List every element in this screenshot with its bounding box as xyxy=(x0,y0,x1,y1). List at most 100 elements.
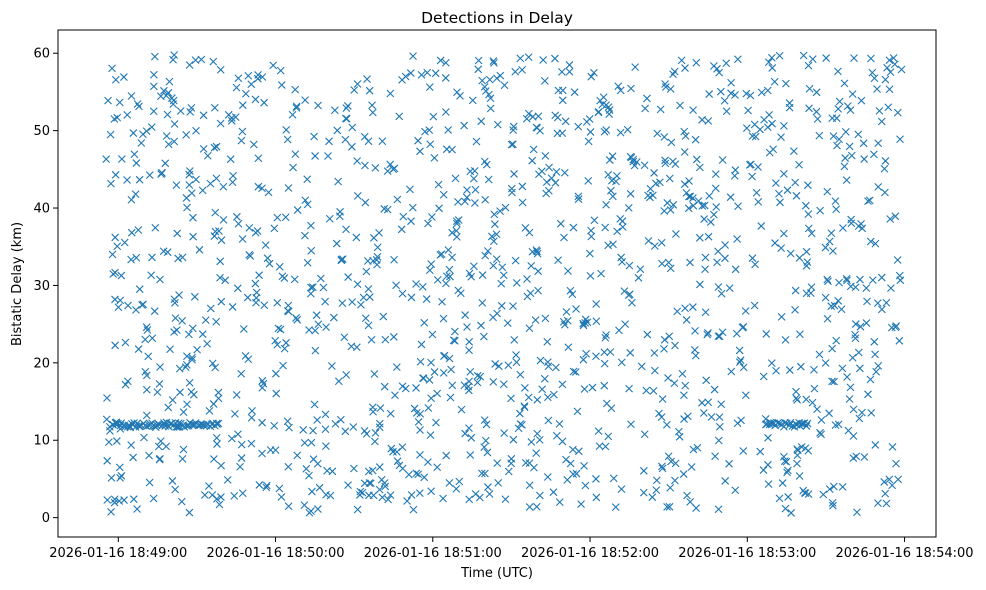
data-point xyxy=(617,485,626,493)
data-point xyxy=(880,164,889,173)
data-point xyxy=(199,111,208,120)
data-point xyxy=(569,367,578,376)
data-point xyxy=(720,96,729,105)
data-point xyxy=(763,86,772,95)
data-point xyxy=(438,297,446,306)
data-point xyxy=(414,136,422,145)
data-point xyxy=(489,313,497,322)
data-point xyxy=(199,145,208,153)
data-point xyxy=(509,435,518,444)
data-point xyxy=(308,487,316,496)
data-point xyxy=(471,185,480,194)
data-point xyxy=(142,385,151,394)
data-point xyxy=(860,453,869,461)
data-point xyxy=(111,233,120,242)
data-point xyxy=(661,83,670,91)
data-point xyxy=(783,186,792,195)
data-point xyxy=(361,198,370,207)
data-point xyxy=(174,419,183,428)
data-point xyxy=(414,418,423,426)
data-point xyxy=(143,326,152,334)
data-point xyxy=(793,395,802,404)
data-point xyxy=(142,323,151,332)
data-point xyxy=(321,425,330,434)
data-point xyxy=(616,128,625,137)
data-point xyxy=(739,447,748,455)
data-point xyxy=(210,143,219,152)
data-point xyxy=(390,255,398,264)
data-point xyxy=(238,101,247,110)
data-point xyxy=(138,301,146,309)
data-point xyxy=(704,117,713,125)
data-point xyxy=(504,361,513,370)
data-point xyxy=(656,178,664,187)
data-point xyxy=(663,199,672,207)
data-point xyxy=(851,320,860,328)
data-point xyxy=(713,64,721,73)
data-point xyxy=(584,137,593,146)
data-point xyxy=(244,355,253,364)
data-point xyxy=(881,157,890,165)
data-point xyxy=(271,369,280,378)
data-point xyxy=(835,278,843,287)
data-point xyxy=(137,139,146,147)
data-point xyxy=(596,96,605,105)
data-point xyxy=(148,253,156,262)
data-point xyxy=(851,283,860,292)
data-point xyxy=(127,228,136,237)
data-point xyxy=(493,120,502,129)
data-point xyxy=(135,175,144,184)
data-point xyxy=(134,226,143,234)
data-point xyxy=(182,361,191,369)
data-point xyxy=(386,491,395,499)
data-point xyxy=(348,298,357,306)
data-point xyxy=(838,364,847,373)
data-point xyxy=(492,230,501,239)
data-point xyxy=(160,86,168,95)
data-point xyxy=(512,351,520,359)
data-point xyxy=(325,214,334,223)
data-point xyxy=(653,129,662,138)
data-point xyxy=(249,140,258,149)
data-point xyxy=(185,170,194,179)
data-point xyxy=(283,135,292,144)
data-point xyxy=(293,206,302,214)
data-point xyxy=(592,300,601,308)
data-point xyxy=(149,82,158,91)
data-point xyxy=(613,227,622,236)
data-point xyxy=(431,69,440,78)
data-point xyxy=(248,406,256,415)
data-point xyxy=(487,232,496,241)
data-point xyxy=(733,235,742,243)
data-point xyxy=(474,65,483,74)
data-point xyxy=(873,85,881,93)
data-point xyxy=(699,409,708,417)
data-point xyxy=(189,390,198,399)
data-point xyxy=(427,487,436,496)
data-point xyxy=(237,136,246,145)
data-point xyxy=(524,53,533,62)
data-point xyxy=(497,301,506,310)
data-point xyxy=(769,145,778,154)
data-point xyxy=(796,330,804,339)
data-point xyxy=(326,491,335,500)
data-point xyxy=(609,240,617,249)
data-point xyxy=(247,439,256,448)
data-point xyxy=(383,167,392,176)
data-point xyxy=(715,422,724,431)
data-point xyxy=(258,383,267,392)
data-point xyxy=(302,464,311,473)
data-point xyxy=(217,236,226,245)
data-point xyxy=(631,63,640,71)
data-point xyxy=(536,356,545,365)
data-point xyxy=(479,332,488,341)
data-point xyxy=(144,352,153,361)
data-point xyxy=(819,490,828,499)
data-point xyxy=(507,394,515,403)
data-point xyxy=(185,378,194,387)
data-point xyxy=(568,290,577,299)
data-point xyxy=(824,277,832,286)
data-point xyxy=(761,414,770,423)
data-point xyxy=(427,358,435,367)
data-point xyxy=(290,275,299,284)
